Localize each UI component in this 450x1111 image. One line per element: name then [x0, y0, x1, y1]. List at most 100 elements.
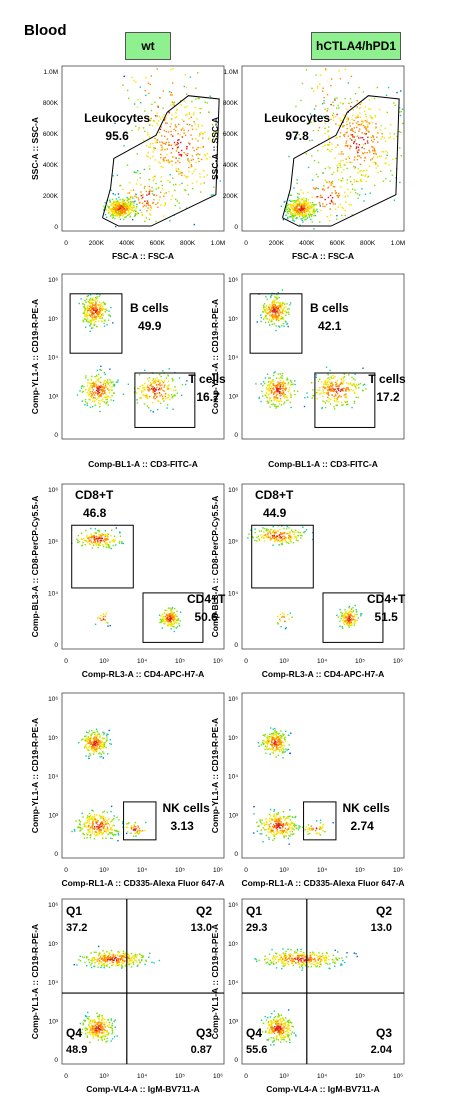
- event-dot: [122, 211, 124, 213]
- event-dot: [261, 823, 263, 825]
- event-dot: [273, 306, 276, 308]
- event-dot: [98, 743, 100, 746]
- event-dot: [262, 742, 265, 745]
- event-dot: [83, 311, 85, 313]
- event-dot: [140, 830, 142, 833]
- event-dot: [91, 818, 93, 821]
- event-dot: [266, 821, 268, 824]
- event-dot: [160, 144, 162, 147]
- event-dot: [305, 200, 308, 203]
- event-dot: [102, 388, 104, 390]
- event-dot: [139, 86, 142, 88]
- event-dot: [270, 392, 273, 394]
- event-dot: [175, 162, 177, 164]
- event-dot: [302, 531, 305, 534]
- event-dot: [319, 393, 321, 395]
- event-dot: [172, 618, 174, 621]
- event-dot: [100, 742, 102, 744]
- event-dot: [88, 398, 90, 401]
- event-dot: [353, 119, 355, 122]
- event-dot: [282, 308, 284, 311]
- event-dot: [103, 742, 105, 744]
- event-dot: [118, 542, 121, 544]
- event-dot: [322, 188, 324, 191]
- event-dot: [106, 735, 108, 737]
- event-dot: [339, 163, 341, 165]
- event-dot: [319, 83, 321, 85]
- event-dot: [280, 543, 282, 545]
- event-dot: [297, 196, 299, 198]
- event-dot: [181, 172, 184, 174]
- event-dot: [327, 384, 330, 386]
- event-dot: [106, 819, 108, 822]
- event-dot: [351, 214, 353, 216]
- event-dot: [260, 383, 262, 385]
- event-dot: [288, 843, 290, 845]
- event-dot: [96, 310, 98, 313]
- event-dot: [90, 384, 92, 387]
- event-dot: [273, 541, 276, 543]
- event-dot: [319, 221, 321, 223]
- event-dot: [142, 390, 144, 392]
- event-dot: [278, 732, 281, 735]
- event-dot: [149, 395, 151, 398]
- event-dot: [89, 752, 91, 755]
- event-dot: [310, 121, 312, 124]
- event-dot: [101, 744, 103, 746]
- event-dot: [280, 824, 282, 826]
- event-dot: [79, 830, 81, 832]
- event-dot: [298, 193, 300, 195]
- y-axis-label: Comp-BL3-A :: CD8-PerCP-Cy5.5-A: [30, 496, 40, 638]
- event-dot: [270, 822, 272, 825]
- event-dot: [341, 388, 343, 390]
- event-dot: [269, 733, 271, 736]
- event-dot: [94, 311, 97, 313]
- event-dot: [330, 181, 333, 183]
- event-dot: [108, 206, 111, 208]
- gate-outline: [134, 372, 196, 428]
- event-dot: [123, 206, 126, 209]
- event-dot: [296, 213, 299, 216]
- event-dot: [292, 383, 294, 385]
- event-dot: [272, 393, 275, 396]
- event-dot: [107, 206, 110, 209]
- event-dot: [300, 213, 302, 215]
- event-dot: [309, 211, 311, 213]
- event-dot: [158, 392, 161, 395]
- event-dot: [116, 816, 118, 819]
- event-dot: [346, 145, 349, 148]
- event-dot: [263, 306, 265, 308]
- event-dot: [122, 200, 124, 202]
- event-dot: [283, 738, 286, 740]
- event-dot: [391, 174, 394, 176]
- event-dot: [346, 401, 348, 403]
- event-dot: [97, 390, 99, 392]
- event-dot: [94, 540, 97, 543]
- event-dot: [281, 616, 283, 619]
- event-dot: [322, 203, 324, 205]
- event-dot: [102, 826, 104, 828]
- event-dot: [91, 826, 94, 828]
- event-dot: [328, 401, 330, 403]
- event-dot: [373, 148, 376, 151]
- event-dot: [295, 539, 298, 541]
- event-dot: [287, 537, 290, 539]
- event-dot: [149, 124, 151, 126]
- event-dot: [363, 148, 365, 150]
- event-dot: [358, 155, 361, 157]
- event-dot: [330, 390, 332, 392]
- event-dot: [342, 387, 345, 390]
- event-dot: [276, 745, 278, 748]
- event-dot: [284, 834, 286, 837]
- event-dot: [283, 531, 285, 534]
- event-dot: [116, 213, 118, 215]
- event-dot: [144, 130, 146, 133]
- event-dot: [282, 538, 284, 540]
- event-dot: [326, 400, 328, 402]
- event-dot: [323, 189, 326, 191]
- event-dot: [96, 297, 98, 300]
- y-axis-label: Comp-BL3-A :: CD8-PerCP-Cy5.5-A: [210, 496, 220, 638]
- event-dot: [287, 383, 289, 385]
- event-dot: [350, 618, 353, 620]
- event-dot: [111, 829, 114, 831]
